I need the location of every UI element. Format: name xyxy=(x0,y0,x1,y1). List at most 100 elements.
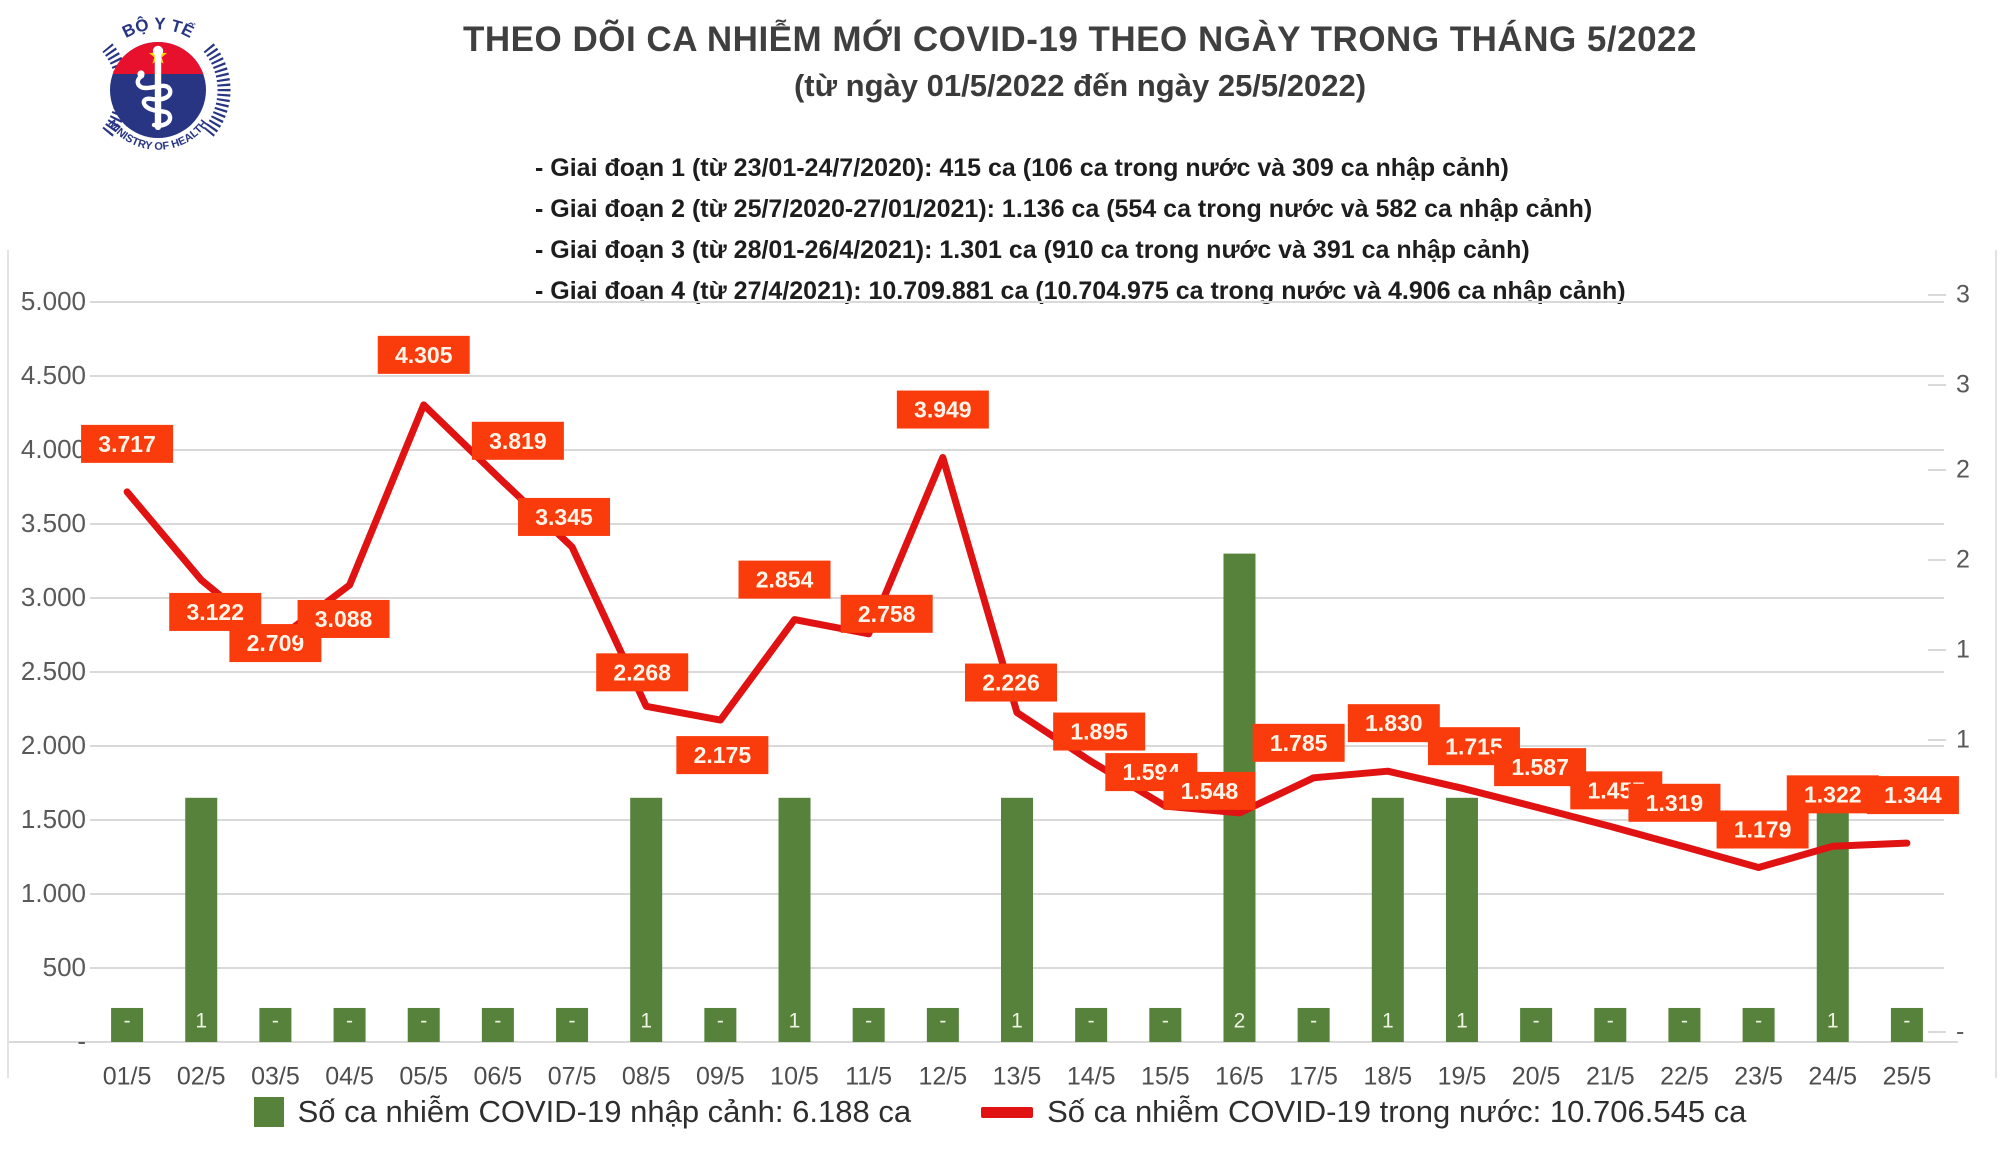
bar-value-label: - xyxy=(939,1010,946,1033)
point-label: 2.854 xyxy=(756,567,814,593)
y-axis-label-right: 1 xyxy=(1956,726,1970,754)
x-axis-label: 03/5 xyxy=(251,1063,300,1091)
bar-value-label: - xyxy=(346,1010,353,1033)
point-label: 2.758 xyxy=(858,601,916,627)
x-axis-label: 12/5 xyxy=(919,1063,968,1091)
bar xyxy=(1075,1007,1108,1042)
bar-value-label: - xyxy=(865,1010,872,1033)
bar-value-label: - xyxy=(1533,1010,1540,1033)
bar-value-label: 1 xyxy=(640,1010,652,1033)
x-axis-label: 25/5 xyxy=(1883,1063,1932,1091)
x-axis-label: 16/5 xyxy=(1215,1063,1264,1091)
bar xyxy=(259,1007,292,1042)
bar xyxy=(1297,1007,1330,1042)
y-axis-label-right: 3 xyxy=(1956,281,1970,309)
y-axis-label-left: 500 xyxy=(43,952,86,982)
point-label: 1.548 xyxy=(1181,778,1239,804)
y-axis-label-left: - xyxy=(77,1026,86,1056)
x-axis-label: 18/5 xyxy=(1363,1063,1412,1091)
chart-title: THEO DÕI CA NHIỄM MỚI COVID-19 THEO NGÀY… xyxy=(463,20,1697,59)
point-label: 3.819 xyxy=(489,428,547,454)
x-axis-label: 04/5 xyxy=(325,1063,374,1091)
bar xyxy=(1594,1007,1627,1042)
bar xyxy=(778,797,811,1042)
bar xyxy=(852,1007,885,1042)
point-label-box xyxy=(965,663,1057,702)
y-axis-label-left: 2.500 xyxy=(21,656,86,686)
point-label: 2.268 xyxy=(613,659,671,685)
bar-value-label: 1 xyxy=(1382,1010,1394,1033)
x-axis-label: 15/5 xyxy=(1141,1063,1190,1091)
bar xyxy=(704,1007,737,1042)
bar xyxy=(481,1007,514,1042)
point-label: 1.785 xyxy=(1270,730,1328,756)
annotation-list: - Giai đoạn 1 (từ 23/01-24/7/2020): 415 … xyxy=(535,148,1626,312)
y-axis-label-left: 1.500 xyxy=(21,804,86,834)
y-axis-label-right: 2 xyxy=(1956,456,1970,484)
point-label: 3.717 xyxy=(98,431,156,457)
point-label-box xyxy=(1163,771,1256,810)
staff-knob xyxy=(152,45,164,57)
bar-value-label: - xyxy=(124,1010,131,1033)
bar xyxy=(185,797,218,1042)
bar-value-label: 1 xyxy=(1827,1010,1839,1033)
bar-value-label: - xyxy=(569,1010,576,1033)
bar xyxy=(1371,797,1404,1042)
bar xyxy=(556,1007,589,1042)
bar-value-label: - xyxy=(1755,1010,1762,1033)
domestic-case-line xyxy=(123,401,1911,871)
point-label: 1.322 xyxy=(1804,781,1862,807)
bar-value-label: - xyxy=(420,1010,427,1033)
legend-item-imported: Số ca nhiễm COVID-19 nhập cảnh: 6.188 ca xyxy=(253,1094,911,1130)
x-axis-label: 13/5 xyxy=(993,1063,1042,1091)
bar-value-label: 1 xyxy=(1011,1010,1023,1033)
legend-imported-swatch xyxy=(253,1097,284,1127)
annotation-line: - Giai đoạn 1 (từ 23/01-24/7/2020): 415 … xyxy=(535,154,1509,182)
point-label-box xyxy=(738,560,831,599)
snake-icon xyxy=(135,73,173,128)
x-axis-label: 24/5 xyxy=(1808,1063,1857,1091)
x-axis-label: 14/5 xyxy=(1067,1063,1116,1091)
bar xyxy=(1816,797,1849,1042)
y-axis-label-right: 3 xyxy=(1956,371,1970,399)
bar-value-label: - xyxy=(1310,1010,1317,1033)
y-axis-label-left: 5.000 xyxy=(21,286,86,316)
legend-item-domestic: Số ca nhiễm COVID-19 trong nước: 10.706.… xyxy=(981,1094,1746,1130)
bar xyxy=(1668,1007,1701,1042)
y-axis-label-left: 1.000 xyxy=(21,878,86,908)
bar xyxy=(1890,1007,1923,1042)
bar xyxy=(630,797,663,1042)
bar-value-label: - xyxy=(1681,1010,1688,1033)
point-label-box xyxy=(676,736,769,775)
point-label-box xyxy=(518,497,611,536)
point-label: 3.122 xyxy=(186,599,244,625)
bar xyxy=(407,1007,440,1042)
bar-value-label: 1 xyxy=(789,1010,801,1033)
x-axis-label: 17/5 xyxy=(1289,1063,1338,1091)
point-label-box xyxy=(297,599,390,638)
bar xyxy=(1445,797,1478,1042)
x-axis-label: 07/5 xyxy=(548,1063,597,1091)
bar-value-label: - xyxy=(272,1010,279,1033)
bar xyxy=(1520,1007,1553,1042)
bar xyxy=(111,1007,144,1042)
x-axis-label: 01/5 xyxy=(103,1063,152,1091)
point-label-box xyxy=(840,594,933,633)
bar-value-label: - xyxy=(1088,1010,1095,1033)
snake-head xyxy=(137,70,145,78)
logo-right-arc xyxy=(203,43,231,137)
bar xyxy=(333,1007,366,1042)
legend-domestic-label: Số ca nhiễm COVID-19 trong nước: 10.706.… xyxy=(1047,1094,1747,1129)
y-axis-label-right: 2 xyxy=(1956,546,1970,574)
point-label-box xyxy=(896,390,989,429)
point-label: 2.709 xyxy=(247,630,305,656)
y-axis-label-left: 4.500 xyxy=(21,360,86,390)
annotation-line: - Giai đoạn 3 (từ 28/01-26/4/2021): 1.30… xyxy=(535,236,1530,264)
chart-subtitle: (từ ngày 01/5/2022 đến ngày 25/5/2022) xyxy=(793,67,1367,103)
point-label-box xyxy=(1347,704,1440,743)
bar xyxy=(1149,1007,1182,1042)
y-axis-label-left: 2.000 xyxy=(21,730,86,760)
point-label-box xyxy=(1053,712,1146,751)
